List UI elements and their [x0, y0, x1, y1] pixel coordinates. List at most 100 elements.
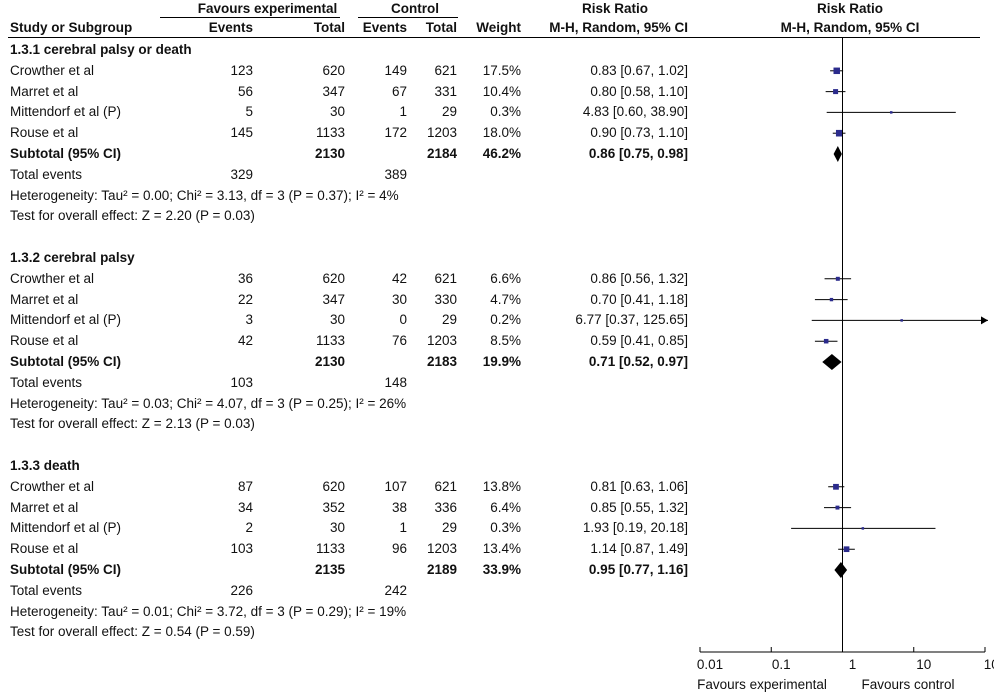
subgroup-title: 1.3.3 death: [10, 458, 80, 473]
total-experimental: 30: [329, 520, 345, 536]
events-control: 1: [399, 520, 407, 536]
events-experimental: 22: [237, 291, 253, 307]
total-experimental: 30: [329, 104, 345, 120]
subtotal-total-experimental: 2130: [314, 354, 345, 369]
ci-arrow: [981, 316, 988, 325]
events-experimental: 145: [230, 125, 253, 141]
study-name: Crowther et al: [10, 62, 95, 78]
study-risk-ratio: 4.83 [0.60, 38.90]: [582, 104, 688, 120]
subtotal-risk-ratio: 0.86 [0.75, 0.98]: [588, 146, 688, 161]
study-name: Marret et al: [10, 499, 79, 515]
study-name: Mittendorf et al (P): [10, 520, 122, 536]
total-experimental: 1133: [315, 541, 345, 557]
header-total-ctrl: Total: [425, 20, 457, 35]
subtotal-weight: 33.9%: [482, 562, 521, 577]
study-name: Crowther et al: [10, 478, 95, 494]
total-events-control: 389: [384, 166, 407, 182]
study-point: [833, 483, 839, 490]
study-risk-ratio: 0.70 [0.41, 1.18]: [590, 291, 688, 307]
events-experimental: 36: [237, 270, 253, 286]
total-events-control: 148: [384, 374, 407, 390]
subgroup-title: 1.3.2 cerebral palsy: [10, 250, 135, 265]
total-control: 621: [434, 62, 457, 78]
subtotal-diamond: [834, 562, 848, 578]
study-point: [843, 546, 850, 553]
subtotal-weight: 19.9%: [482, 354, 521, 369]
total-experimental: 1133: [315, 333, 345, 349]
study-risk-ratio: 0.80 [0.58, 1.10]: [590, 83, 688, 99]
total-experimental: 1133: [315, 125, 345, 141]
x-tick-label: 0.01: [697, 657, 723, 672]
study-risk-ratio: 0.86 [0.56, 1.32]: [590, 270, 688, 286]
header-rr-method: M-H, Random, 95% CI: [549, 20, 688, 35]
events-experimental: 5: [245, 104, 253, 120]
header-group-rule-exp: [160, 17, 340, 18]
subtotal-weight: 46.2%: [482, 146, 521, 161]
x-tick-label: 1: [849, 657, 857, 672]
total-events-experimental: 329: [230, 166, 253, 182]
study-name: Crowther et al: [10, 270, 95, 286]
events-experimental: 3: [245, 312, 253, 328]
total-control: 29: [441, 520, 457, 536]
subtotal-total-control: 2189: [426, 562, 457, 577]
header-study: Study or Subgroup: [10, 20, 133, 35]
total-events-label: Total events: [10, 582, 83, 598]
study-point: [823, 338, 829, 344]
study-name: Rouse et al: [10, 333, 79, 349]
total-events-label: Total events: [10, 166, 83, 182]
study-weight: 0.2%: [490, 312, 521, 328]
total-control: 621: [434, 270, 457, 286]
events-experimental: 42: [237, 333, 253, 349]
study-risk-ratio: 0.59 [0.41, 0.85]: [590, 333, 688, 349]
study-weight: 6.4%: [490, 499, 521, 515]
study-weight: 10.4%: [482, 83, 521, 99]
subtotal-diamond: [822, 354, 842, 370]
events-control: 38: [391, 499, 407, 515]
study-weight: 8.5%: [490, 333, 521, 349]
study-weight: 17.5%: [482, 62, 521, 78]
header-group-control: Control: [391, 1, 439, 16]
x-tick-label: 0.1: [772, 657, 791, 672]
heterogeneity-text: Heterogeneity: Tau² = 0.00; Chi² = 3.13,…: [10, 187, 399, 203]
subtotal-label: Subtotal (95% CI): [10, 146, 122, 161]
study-name: Rouse et al: [10, 541, 79, 557]
events-experimental: 34: [237, 499, 253, 515]
events-control: 96: [391, 541, 407, 557]
header-events-ctrl: Events: [362, 20, 407, 35]
subtotal-diamond: [833, 146, 842, 162]
events-control: 149: [384, 62, 407, 78]
events-control: 1: [399, 104, 407, 120]
study-weight: 13.4%: [482, 541, 521, 557]
x-tick-label: 10: [916, 657, 931, 672]
total-experimental: 347: [322, 83, 345, 99]
total-experimental: 620: [322, 478, 345, 494]
study-name: Mittendorf et al (P): [10, 104, 122, 120]
study-name: Mittendorf et al (P): [10, 312, 122, 328]
overall-effect-text: Test for overall effect: Z = 2.20 (P = 0…: [10, 208, 255, 224]
total-experimental: 620: [322, 270, 345, 286]
header-bottom-rule: [8, 37, 980, 38]
events-control: 67: [391, 83, 407, 99]
study-point: [833, 67, 840, 75]
subtotal-risk-ratio: 0.95 [0.77, 1.16]: [588, 562, 688, 577]
total-control: 330: [434, 291, 457, 307]
events-control: 30: [391, 291, 407, 307]
events-experimental: 103: [230, 541, 253, 557]
events-experimental: 56: [237, 83, 253, 99]
subtotal-risk-ratio: 0.71 [0.52, 0.97]: [588, 354, 688, 369]
events-control: 107: [384, 478, 407, 494]
study-weight: 13.8%: [482, 478, 521, 494]
total-control: 1203: [426, 541, 457, 557]
study-point: [829, 297, 834, 302]
study-weight: 4.7%: [490, 291, 521, 307]
header-group-rule-ctrl: [358, 17, 458, 18]
study-risk-ratio: 0.81 [0.63, 1.06]: [590, 478, 688, 494]
study-risk-ratio: 1.14 [0.87, 1.49]: [590, 541, 688, 557]
study-weight: 6.6%: [490, 270, 521, 286]
subtotal-total-experimental: 2135: [314, 562, 345, 577]
study-risk-ratio: 1.93 [0.19, 20.18]: [582, 520, 688, 536]
events-experimental: 87: [237, 478, 253, 494]
study-name: Marret et al: [10, 291, 79, 307]
header-events-exp: Events: [208, 20, 253, 35]
study-point: [835, 505, 840, 510]
